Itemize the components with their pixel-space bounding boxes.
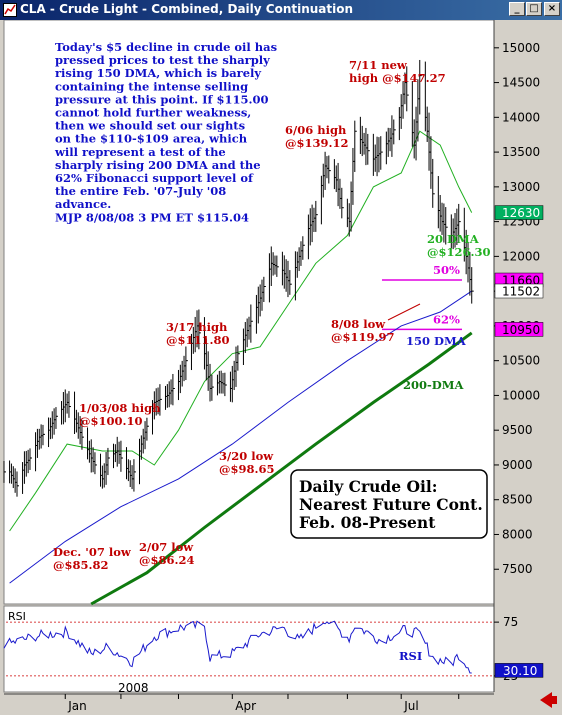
- commentary-line: Today's $5 decline in crude oil has: [55, 40, 277, 54]
- maximize-button[interactable]: □: [526, 2, 542, 16]
- y-tick-label: 10500: [502, 354, 540, 368]
- commentary-line: rising 150 DMA, which is barely: [55, 66, 261, 80]
- x-axis-labels: Jan Apr Jul 2008: [64, 681, 460, 713]
- commentary-line: on the $110-$109 area, which: [55, 132, 248, 146]
- y-tick-label: 14500: [502, 76, 540, 90]
- annotation-pointer: [387, 303, 421, 321]
- x-tick-label: Jan: [67, 699, 87, 713]
- rsi-current-box: [494, 663, 544, 678]
- y-tick-label: 8500: [502, 493, 533, 507]
- rsi-current-label: 30.10: [503, 664, 537, 678]
- price-tag-box: [494, 205, 544, 220]
- ma-150-line: [9, 290, 472, 584]
- rsi-indicator: 2575RSIRSI30.10: [3, 610, 544, 683]
- y-tick-label: 14000: [502, 110, 540, 124]
- y-tick-label: 13500: [502, 145, 540, 159]
- annotation: Dec. '07 low @$85.82: [53, 545, 132, 572]
- price-axis: [494, 20, 562, 715]
- commentary-line: 62% Fibonacci support level of: [55, 171, 254, 185]
- price-tag-label: 11502: [502, 285, 540, 299]
- legend-line-2: Nearest Future Cont.: [299, 495, 483, 514]
- annotation: 8/08 low @$119.97: [331, 317, 395, 344]
- ma-200-line: [90, 331, 473, 606]
- annotation: 150 DMA: [406, 334, 467, 348]
- commentary-line: pressed prices to test the sharply: [55, 53, 270, 67]
- price-tag: 10950: [494, 322, 544, 337]
- commentary-line: will represent a test of the: [54, 145, 226, 159]
- y-tick-label: 15000: [502, 41, 540, 55]
- minimize-button[interactable]: _: [509, 2, 525, 16]
- title-bar[interactable]: CLA - Crude Light - Combined, Daily Cont…: [0, 0, 562, 20]
- x-year-label: 2008: [118, 681, 149, 695]
- x-tick-label: Apr: [235, 699, 256, 713]
- annotation: 6/06 high @$139.12: [285, 123, 349, 150]
- commentary-line: sharply rising 200 DMA and the: [55, 158, 261, 172]
- price-tag-box: [494, 322, 544, 337]
- price-tag-label: 12630: [502, 206, 540, 220]
- price-tag-label: 10950: [502, 323, 540, 337]
- commentary-line: the entire Feb. '07-July '08: [55, 184, 226, 198]
- y-tick-label: 13000: [502, 180, 540, 194]
- commentary-line: pressure at this point. If $115.00: [55, 92, 269, 106]
- commentary-line: MJP 8/08/08 3 PM ET $115.04: [55, 210, 249, 224]
- chart-app-icon: [3, 3, 17, 17]
- price-chart: 7500800085009000950010000105001100011500…: [3, 20, 562, 715]
- commentary-line: then we should set our sights: [55, 119, 245, 133]
- annotation: 7/11 new high @$147.27: [349, 58, 446, 85]
- y-tick-label: 10000: [502, 388, 540, 402]
- moving-averages: [9, 130, 473, 606]
- commentary-line: containing the intense selling: [55, 79, 248, 93]
- price-tag: 11502: [494, 283, 544, 299]
- y-tick-label: 12000: [502, 249, 540, 263]
- window-title: CLA - Crude Light - Combined, Daily Cont…: [20, 2, 354, 16]
- annotation: 3/17 high @$111.80: [166, 320, 230, 347]
- price-tag: 12630: [494, 205, 544, 220]
- rsi-panel: [3, 605, 495, 693]
- rsi-line: [3, 620, 472, 674]
- legend-line-1: Daily Crude Oil:: [299, 477, 438, 496]
- scroll-right-arrow-icon[interactable]: [540, 692, 557, 708]
- annotation: 200-DMA: [403, 378, 464, 392]
- y-tick-label: 9000: [502, 458, 533, 472]
- annotation: 1/03/08 high @$100.10: [79, 401, 161, 428]
- chart-annotations: 7/11 new high @$147.27 6/06 high @$139.12 3/…: [53, 58, 491, 572]
- legend-box: Daily Crude Oil: Nearest Future Cont. Fe…: [290, 469, 488, 539]
- rsi-level-label: 75: [503, 615, 518, 629]
- annotation: 3/20 low @$98.65: [219, 449, 275, 476]
- price-tag-box: [494, 283, 544, 299]
- rsi-panel-label: RSI: [399, 649, 422, 663]
- commentary-text: Today's $5 decline in crude oil has press…: [54, 40, 277, 224]
- commentary-line: advance.: [55, 197, 111, 211]
- annotation: 2/07 low @$86.24: [139, 540, 195, 567]
- legend-line-3: Feb. 08-Present: [299, 513, 436, 532]
- y-tick-label: 8000: [502, 527, 533, 541]
- price-bars: [3, 59, 474, 497]
- time-axis: [4, 694, 494, 714]
- ma-20-line: [9, 130, 473, 532]
- close-button[interactable]: ×: [544, 2, 560, 16]
- rsi-label: RSI: [8, 610, 26, 623]
- y-tick-label: 9500: [502, 423, 533, 437]
- commentary-line: cannot hold further weakness,: [55, 106, 251, 120]
- x-tick-label: Jul: [403, 699, 418, 713]
- fib-label: 50%: [433, 263, 460, 277]
- fib-label: 62%: [433, 312, 460, 326]
- y-tick-label: 7500: [502, 562, 533, 576]
- annotation: 20 DMA @$126.30: [427, 232, 491, 259]
